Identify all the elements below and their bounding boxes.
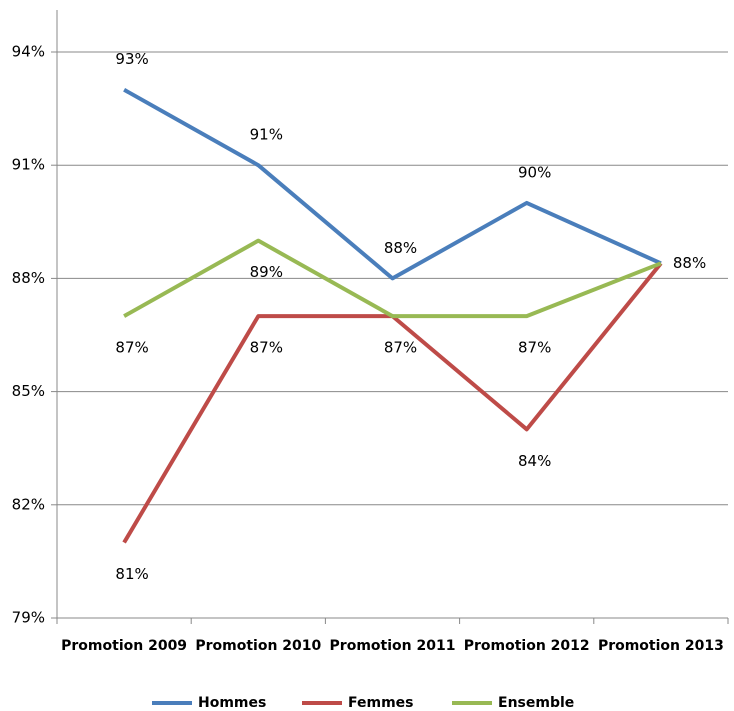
x-tick-label: Promotion 2012 (464, 638, 590, 654)
series-line (123, 87, 662, 281)
series-line (123, 238, 662, 319)
data-label: 93% (115, 50, 148, 68)
legend-label: Femmes (348, 695, 414, 711)
y-tick-label: 91% (12, 156, 45, 174)
y-tick-label: 94% (12, 43, 45, 61)
series-line (122, 262, 663, 544)
legend-label: Ensemble (498, 695, 574, 711)
x-tick-label: Promotion 2009 (61, 638, 187, 654)
data-label: 84% (518, 452, 551, 470)
y-tick-label: 82% (12, 495, 45, 513)
data-label: 87% (115, 339, 148, 357)
data-label: 87% (384, 339, 417, 357)
y-tick-label: 85% (12, 382, 45, 400)
data-label: 87% (250, 339, 283, 357)
data-label: 89% (250, 263, 283, 281)
data-label: 88% (384, 239, 417, 257)
data-label: 87% (518, 339, 551, 357)
x-tick-label: Promotion 2010 (195, 638, 321, 654)
data-label: 91% (250, 126, 283, 144)
data-label: 90% (518, 163, 551, 181)
legend-label: Hommes (198, 695, 266, 711)
data-label: 81% (115, 565, 148, 583)
x-tick-label: Promotion 2011 (330, 638, 456, 654)
data-label: 88% (673, 254, 706, 272)
x-tick-label: Promotion 2013 (598, 638, 724, 654)
y-tick-label: 88% (12, 269, 45, 287)
y-tick-label: 79% (12, 609, 45, 627)
